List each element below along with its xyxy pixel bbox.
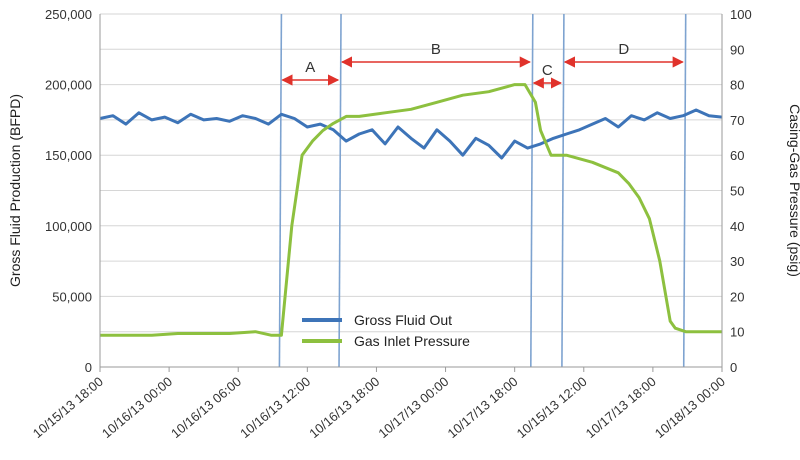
y-left-tick-label: 150,000 — [45, 148, 92, 163]
y-right-tick-label: 30 — [730, 254, 744, 269]
legend-label: Gross Fluid Out — [354, 312, 452, 328]
x-tick-label: 10/15/13 12:00 — [514, 374, 590, 441]
gas-inlet-series-line — [100, 83, 722, 337]
phase-boundary-line — [278, 13, 283, 368]
y-left-tick-label: 0 — [85, 360, 92, 375]
x-tick-label: 10/17/13 00:00 — [375, 374, 451, 441]
x-tick-label: 10/16/13 12:00 — [237, 374, 313, 441]
y-right-axis-title: Casing-Gas Pressure (psig) — [787, 104, 800, 277]
phase-boundary-line — [338, 13, 342, 368]
y-right-tick-label: 90 — [730, 42, 744, 57]
x-tick-label: 10/17/13 18:00 — [444, 374, 520, 441]
y-right-tick-label: 40 — [730, 219, 744, 234]
phase-label: B — [431, 41, 441, 58]
axes: 0 50,000 100,000 150,000 200,000 250,000 0 10 20… — [7, 7, 800, 441]
y-right-tick-label: 0 — [730, 360, 737, 375]
x-tick-label: 10/15/13 18:00 — [30, 374, 106, 441]
phase-boundary-line — [530, 13, 534, 368]
gridlines — [100, 13, 722, 368]
x-tick-label: 10/16/13 06:00 — [168, 374, 244, 441]
y-right-tick-label: 20 — [730, 289, 744, 304]
x-tick-label: 10/18/13 00:00 — [652, 374, 728, 441]
legend-label: Gas Inlet Pressure — [354, 333, 470, 349]
y-left-axis-title: Gross Fluid Production (BFPD) — [7, 94, 23, 287]
x-tick-label: 10/17/13 18:00 — [583, 374, 659, 441]
y-left-tick-label: 250,000 — [45, 7, 92, 22]
phase-label: A — [305, 59, 315, 76]
y-right-tick-label: 60 — [730, 148, 744, 163]
phase-boundary-line — [561, 13, 565, 368]
x-tick-label: 10/16/13 00:00 — [99, 374, 175, 441]
y-right-tick-label: 50 — [730, 184, 744, 199]
y-right-tick-label: 10 — [730, 325, 744, 340]
y-left-tick-label: 100,000 — [45, 219, 92, 234]
x-tick-label: 10/16/13 18:00 — [306, 374, 382, 441]
y-left-tick-label: 200,000 — [45, 78, 92, 93]
y-right-tick-label: 70 — [730, 113, 744, 128]
phase-boundary-line — [682, 13, 687, 368]
legend: Gross Fluid Out Gas Inlet Pressure — [302, 312, 470, 349]
phase-markers: A B C D — [278, 13, 687, 368]
y-right-tick-label: 100 — [730, 7, 752, 22]
phase-label: C — [542, 62, 553, 79]
y-right-tick-label: 80 — [730, 78, 744, 93]
series-lines — [99, 83, 723, 337]
y-left-tick-label: 50,000 — [52, 289, 92, 304]
gross-fluid-series-line — [99, 108, 723, 160]
phase-label: D — [618, 41, 629, 58]
